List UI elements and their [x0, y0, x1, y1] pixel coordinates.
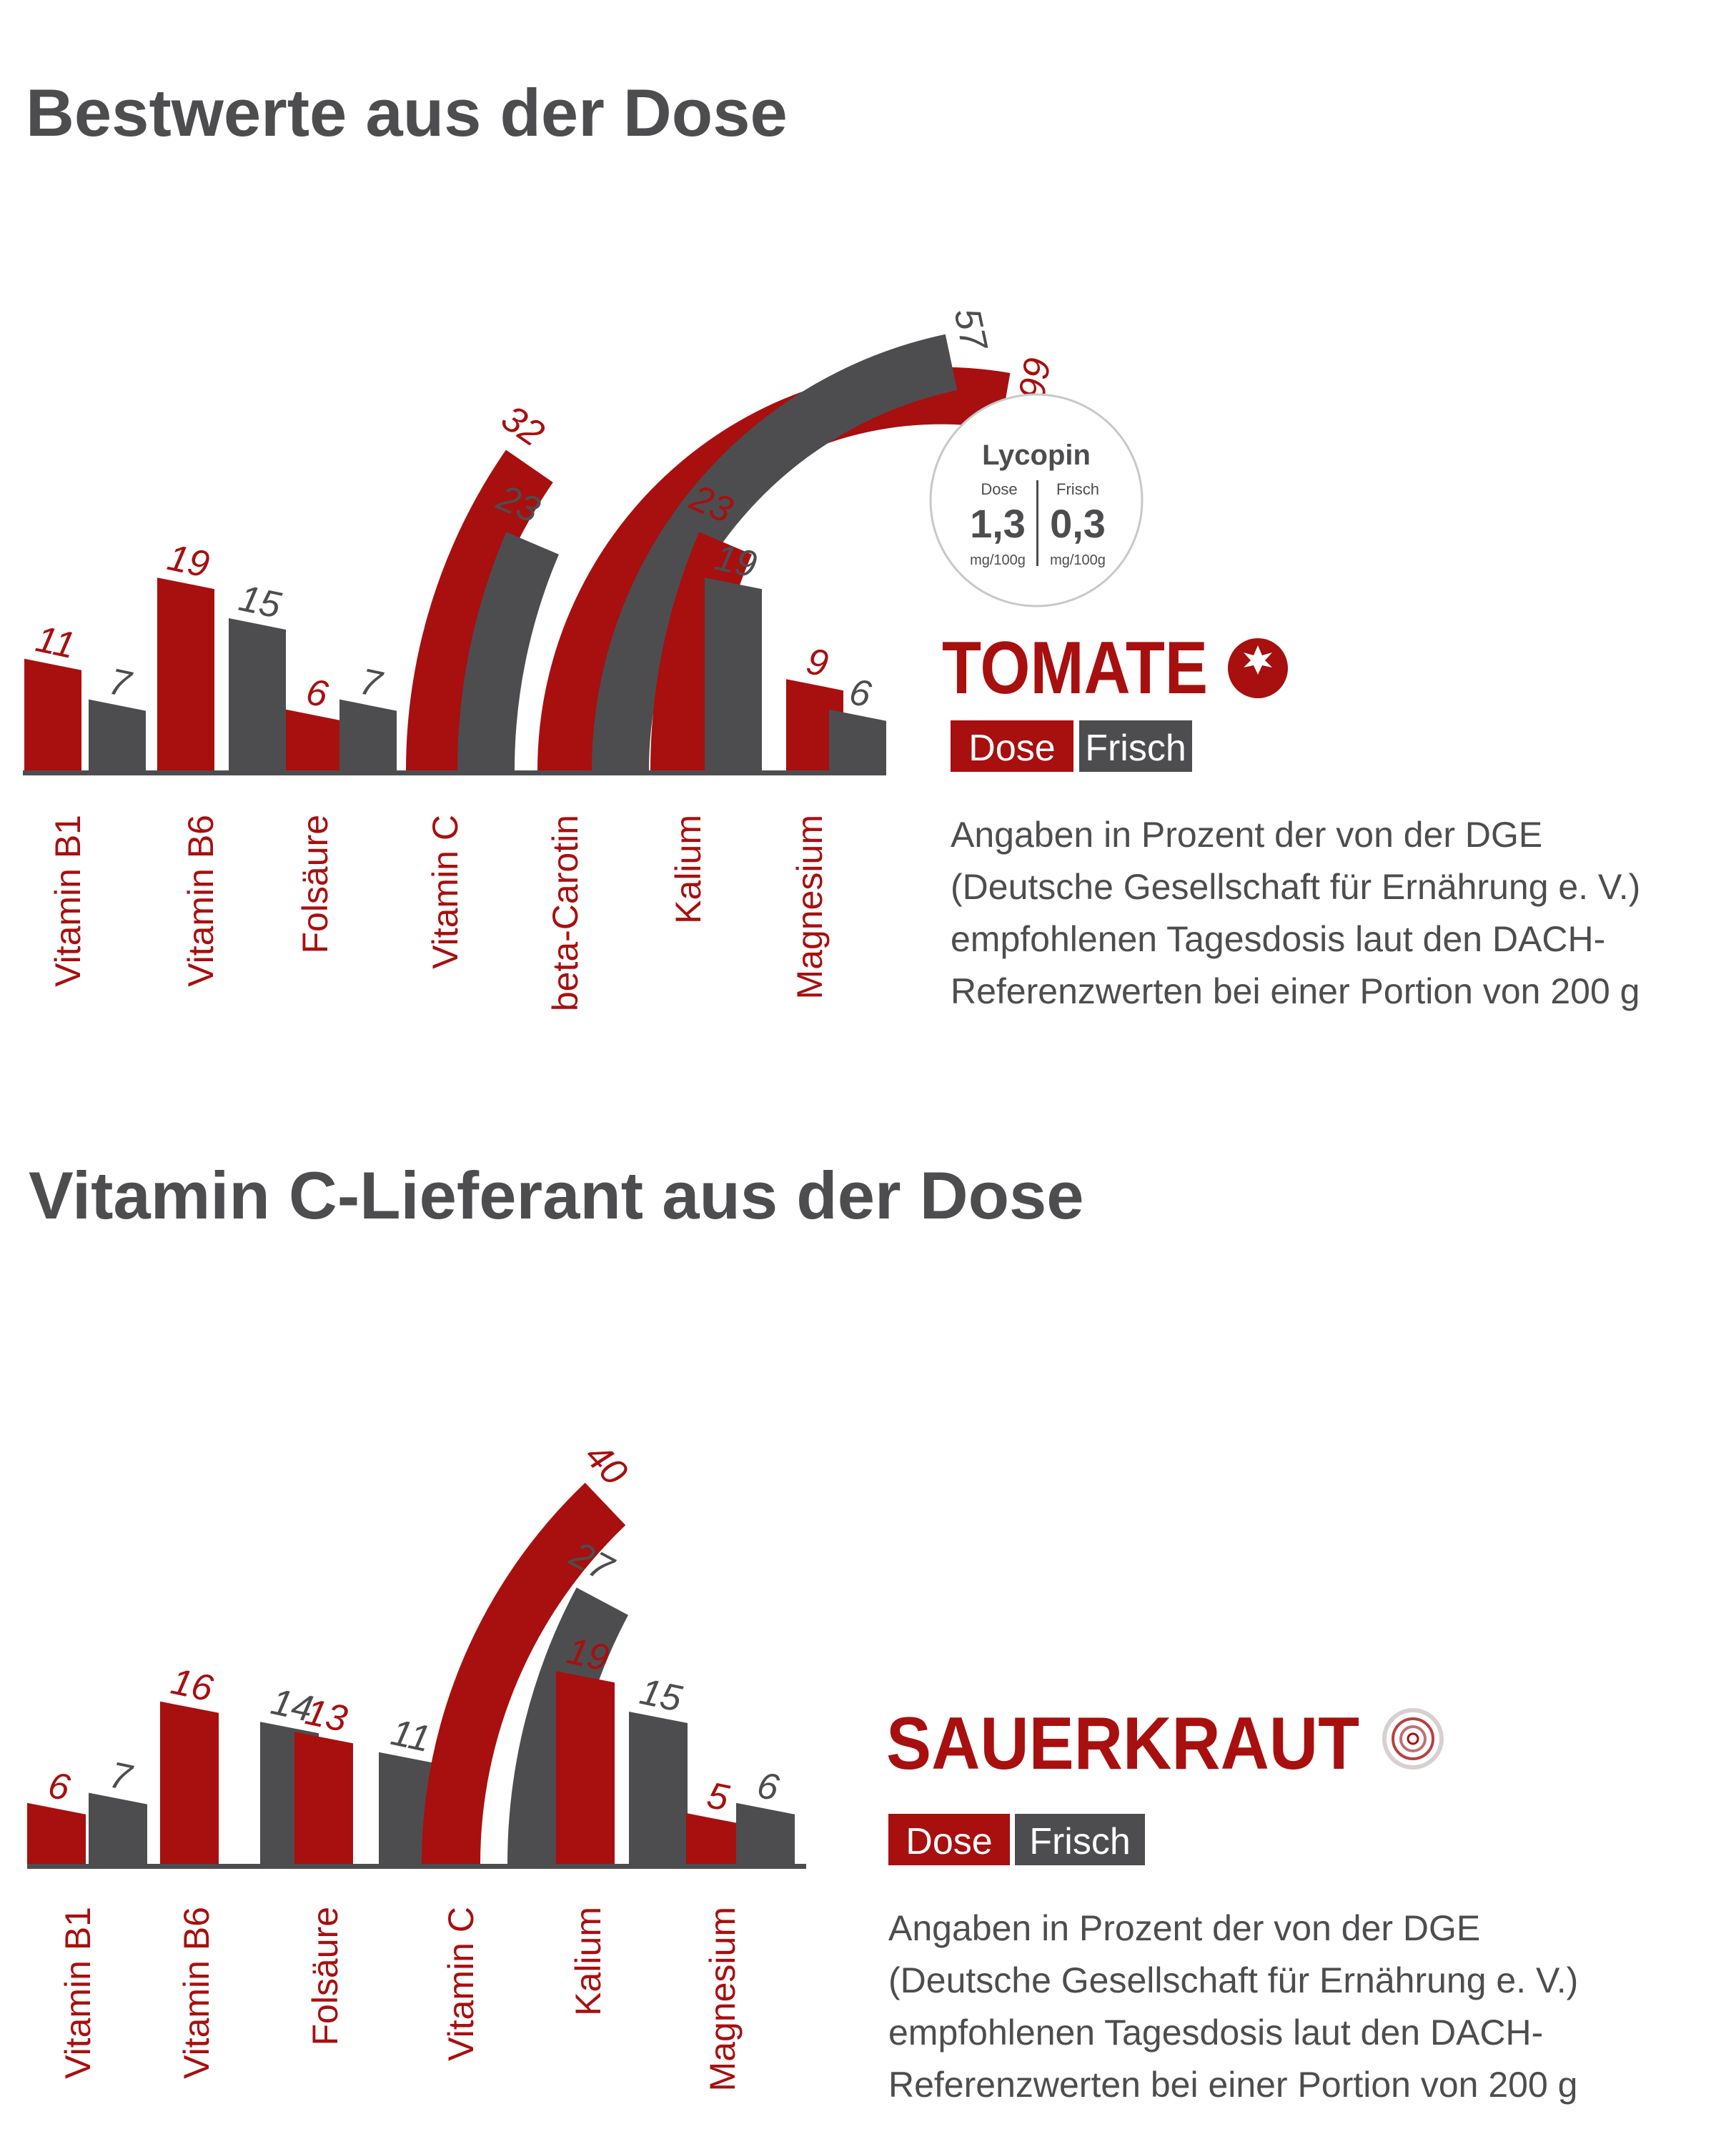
bar-dose-vitamin-b1 [24, 658, 81, 770]
chart-sauerkraut: Vitamin C-Lieferant aus der Dose 6 716 141… [27, 1158, 1578, 2105]
lycopin-divider [1036, 480, 1038, 566]
note-line: Angaben in Prozent der von der DGE [888, 1908, 1480, 1948]
category-labels: Vitamin B1 Vitamin B6 Folsäure Vitamin C bet… [48, 815, 830, 1011]
legend-frisch-swatch [1015, 1814, 1145, 1865]
bar-dose-vitamin-b1 [27, 1802, 86, 1864]
note-line: (Deutsche Gesellschaft für Ernährung e. … [888, 1960, 1578, 2000]
lycopin-frisch-value: 0,3 [1050, 501, 1106, 546]
source-note: Angaben in Prozent der von der DGE (Deut… [888, 1908, 1578, 2105]
value-label-frisch: 7 [105, 661, 135, 706]
value-label-dose: 16 [167, 1661, 217, 1710]
bar-frisch-kalium [705, 577, 762, 770]
value-label-dose: 9 [803, 640, 831, 685]
bar-dose-kalium [556, 1671, 615, 1864]
chart-title: Vitamin C-Lieferant aus der Dose [29, 1158, 1084, 1233]
tomato-icon [1228, 638, 1288, 698]
value-label-frisch: 19 [711, 537, 760, 586]
value-label-frisch: 6 [753, 1765, 782, 1810]
value-label-frisch: 7 [356, 661, 386, 706]
category-label-beta-carotin: beta-Carotin [545, 815, 585, 1011]
note-line: empfohlenen Tagesdosis laut den DACH- [888, 2013, 1543, 2053]
legend-dose-label: Dose [906, 1821, 992, 1862]
bar-dose-vitamin-b6 [157, 577, 214, 770]
product-name: TOMATE [942, 627, 1208, 710]
category-label-vitamin-b6: Vitamin B6 [181, 815, 221, 987]
bar-frisch-vitamin-b1 [89, 699, 146, 770]
value-label-dose: 11 [32, 618, 79, 667]
legend: Dose Frisch [951, 720, 1192, 772]
value-label-frisch: 7 [106, 1755, 136, 1800]
category-label-folsäure: Folsäure [295, 815, 335, 954]
note-line: Referenzwerten bei einer Portion von 200… [951, 971, 1640, 1011]
legend-dose-swatch [888, 1814, 1010, 1865]
bar-frisch-magnesium [736, 1802, 795, 1864]
source-note: Angaben in Prozent der von der DGE (Deut… [951, 815, 1640, 1011]
value-label-dose: 6 [302, 671, 331, 716]
value-label-frisch: 57 [946, 304, 995, 355]
category-label-vitamin-c: Vitamin C [441, 1907, 481, 2061]
value-label-frisch: 14 [267, 1681, 317, 1730]
category-label-vitamin-b1: Vitamin B1 [58, 1907, 98, 2079]
sauerkraut-icon [1382, 1708, 1444, 1770]
category-label-vitamin-c: Vitamin C [425, 815, 465, 969]
bar-dose-vitamin-c [422, 1482, 626, 1864]
note-line: Referenzwerten bei einer Portion von 200… [888, 2065, 1577, 2105]
bar-dose-folsäure [286, 709, 343, 770]
lycopin-frisch-unit: mg/100g [1050, 552, 1106, 568]
value-label-frisch: 11 [387, 1712, 434, 1760]
category-label-magnesium: Magnesium [790, 815, 830, 999]
lycopin-title: Lycopin [982, 440, 1091, 471]
lycopin-dose-label: Dose [981, 480, 1017, 498]
product-name: SAUERKRAUT [886, 1702, 1359, 1785]
value-label-dose: 19 [563, 1630, 612, 1679]
lycopin-badge: Lycopin Dose Frisch 1,3 0,3 mg/100g mg/1… [929, 393, 1144, 607]
bar-frisch-folsäure [339, 699, 397, 770]
category-label-kalium: Kalium [568, 1907, 608, 2016]
note-line: Angaben in Prozent der von der DGE [951, 815, 1542, 855]
lycopin-frisch-label: Frisch [1056, 480, 1099, 498]
legend-dose-label: Dose [968, 728, 1055, 769]
bar-frisch-vitamin-b1 [89, 1792, 147, 1864]
legend: Dose Frisch [888, 1814, 1145, 1865]
value-label-frisch: 15 [235, 577, 285, 627]
category-labels: Vitamin B1 Vitamin B6 Folsäure Vitamin C Kal… [58, 1907, 743, 2091]
value-label-dose: 19 [164, 537, 213, 586]
legend-frisch-label: Frisch [1085, 728, 1186, 769]
value-label-dose: 66 [1010, 354, 1058, 402]
legend-frisch-label: Frisch [1029, 1821, 1131, 1862]
bar-dose-vitamin-b6 [160, 1701, 219, 1864]
value-label-dose: 6 [44, 1765, 73, 1810]
lycopin-dose-value: 1,3 [970, 501, 1026, 546]
bar-frisch-beta-carotin [592, 334, 958, 770]
category-label-folsäure: Folsäure [305, 1907, 345, 2046]
baseline [27, 1864, 806, 1869]
value-label-frisch: 6 [845, 671, 874, 716]
bar-dose-magnesium [686, 1813, 745, 1864]
note-line: empfohlenen Tagesdosis laut den DACH- [951, 919, 1605, 959]
bar-frisch-vitamin-c [457, 532, 559, 770]
value-label-dose: 5 [703, 1775, 733, 1820]
bar-frisch-vitamin-b6 [229, 618, 286, 770]
value-label-dose: 32 [494, 397, 552, 455]
legend-dose-swatch [951, 720, 1073, 772]
lycopin-dose-unit: mg/100g [970, 552, 1026, 568]
legend-frisch-swatch [1079, 720, 1192, 772]
category-label-vitamin-b1: Vitamin B1 [48, 815, 88, 987]
category-label-magnesium: Magnesium [703, 1907, 743, 2091]
baseline [23, 770, 886, 775]
chart-title: Bestwerte aus der Dose [26, 75, 788, 150]
bar-frisch-kalium [629, 1712, 688, 1864]
bar-frisch-magnesium [829, 709, 886, 770]
bar-dose-folsäure [294, 1732, 353, 1864]
value-label-frisch: 15 [636, 1671, 686, 1720]
value-label-dose: 13 [302, 1691, 351, 1740]
note-line: (Deutsche Gesellschaft für Ernährung e. … [951, 867, 1640, 907]
category-label-vitamin-b6: Vitamin B6 [177, 1907, 217, 2079]
category-label-kalium: Kalium [668, 815, 708, 924]
